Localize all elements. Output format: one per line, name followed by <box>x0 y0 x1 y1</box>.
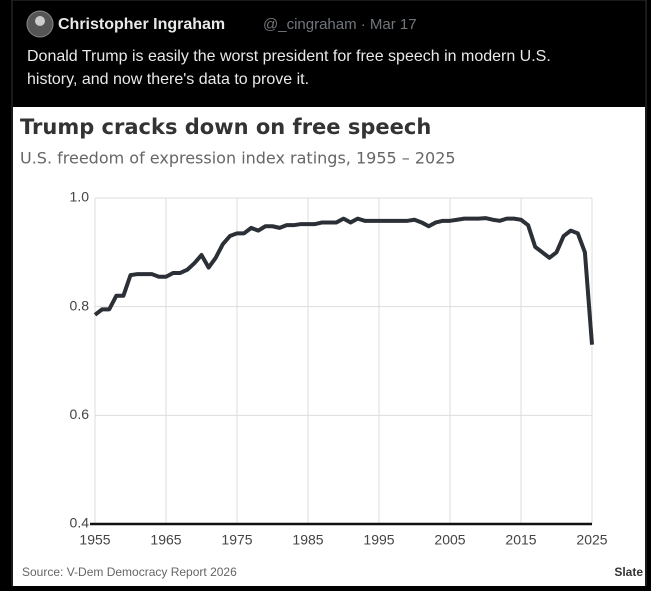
chart-subtitle: U.S. freedom of expression index ratings… <box>20 149 456 168</box>
plot: 1955 1965 1975 1985 1995 2005 2015 2025 0.4 0.6 0.… <box>70 189 608 548</box>
y-tick-label: 1.0 <box>70 189 90 205</box>
x-tick-label: 2015 <box>505 532 536 548</box>
x-tick-label: 1995 <box>363 532 394 548</box>
y-tick-label: 0.8 <box>70 297 90 313</box>
tweet-text: Donald Trump is easily the worst preside… <box>27 48 551 65</box>
y-tick-label: 0.6 <box>70 406 90 422</box>
y-tick-label: 0.4 <box>70 515 90 531</box>
tweet-meta[interactable]: @_cingraham · Mar 17 <box>263 16 417 33</box>
x-tick-label: 2005 <box>434 532 465 548</box>
x-tick-label: 1975 <box>221 532 252 548</box>
tweet-text: history, and now there's data to prove i… <box>27 71 309 88</box>
chart-title: Trump cracks down on free speech <box>20 115 431 139</box>
x-tick-label: 1965 <box>150 532 181 548</box>
chart-image[interactable] <box>13 107 645 586</box>
x-tick-label: 1955 <box>79 532 110 548</box>
avatar-face <box>35 16 45 26</box>
x-tick-label: 1985 <box>292 532 323 548</box>
brand: Slate <box>614 565 643 579</box>
data-line <box>93 216 594 345</box>
author-name[interactable]: Christopher Ingraham <box>58 16 225 33</box>
source: Source: V-Dem Democracy Report 2026 <box>22 565 237 579</box>
x-tick-label: 2025 <box>576 532 607 548</box>
